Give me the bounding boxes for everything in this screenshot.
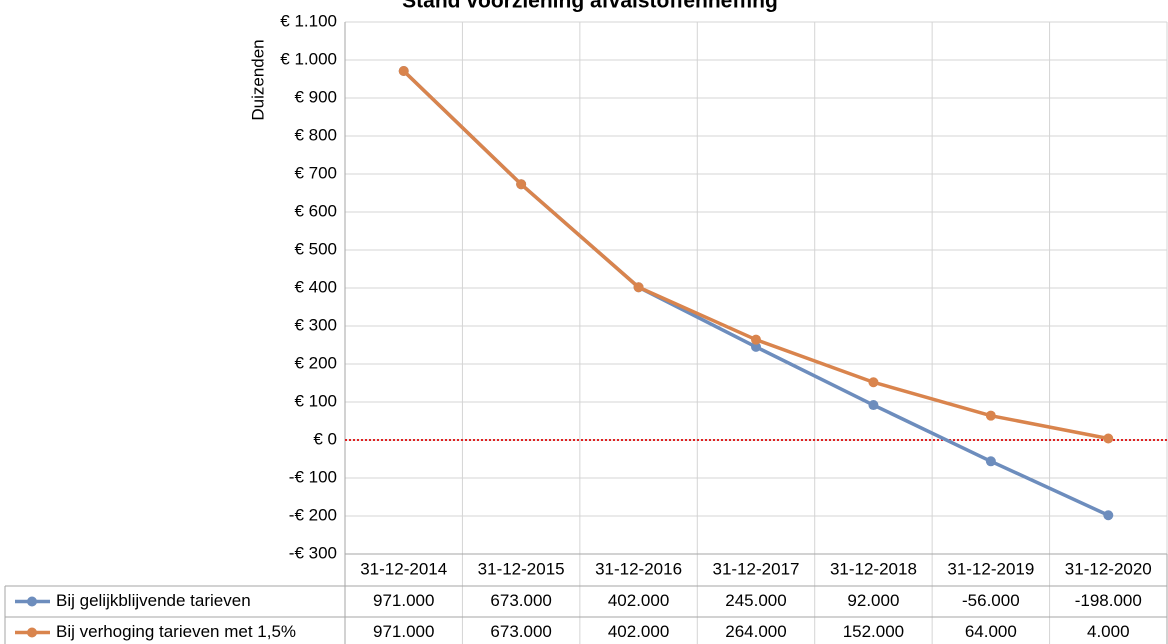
table-header: 31-12-2014 bbox=[360, 559, 447, 578]
data-point bbox=[751, 341, 761, 352]
series-line bbox=[402, 69, 1110, 517]
data-point bbox=[1103, 433, 1114, 444]
table-header: 31-12-2015 bbox=[478, 559, 565, 578]
table-value: 92.000 bbox=[847, 591, 899, 610]
legend-key-marker bbox=[27, 596, 37, 607]
table-value: 673.000 bbox=[490, 622, 551, 641]
table-value: 971.000 bbox=[373, 622, 434, 641]
y-tick-label: € 300 bbox=[294, 315, 337, 334]
data-point bbox=[633, 282, 644, 293]
y-tick-label: € 100 bbox=[294, 391, 337, 410]
table-header: 31-12-2019 bbox=[947, 559, 1034, 578]
data-point bbox=[985, 410, 996, 421]
table-header: 31-12-2017 bbox=[713, 559, 800, 578]
table-value: 402.000 bbox=[608, 591, 669, 610]
data-point bbox=[751, 334, 761, 345]
y-tick-label: € 900 bbox=[294, 87, 337, 106]
y-tick-label: € 500 bbox=[294, 239, 337, 258]
table-value: 245.000 bbox=[725, 591, 786, 610]
y-tick-label: -€ 300 bbox=[289, 543, 337, 562]
table-value: 673.000 bbox=[490, 591, 551, 610]
table-value: 264.000 bbox=[725, 622, 786, 641]
table-value: 152.000 bbox=[843, 622, 904, 641]
y-tick-label: € 1.100 bbox=[280, 11, 337, 30]
y-tick-label: € 400 bbox=[294, 277, 337, 296]
table-value: -198.000 bbox=[1075, 591, 1142, 610]
table-value: 64.000 bbox=[965, 622, 1017, 641]
data-point bbox=[985, 456, 996, 467]
y-axis-label: Duizenden bbox=[248, 39, 267, 120]
legend-key-marker bbox=[27, 627, 37, 638]
table-header: 31-12-2016 bbox=[595, 559, 682, 578]
table-value: 402.000 bbox=[608, 622, 669, 641]
data-point bbox=[868, 400, 879, 411]
y-tick-label: -€ 100 bbox=[289, 467, 337, 486]
y-tick-label: € 0 bbox=[313, 429, 337, 448]
data-point bbox=[868, 377, 879, 388]
legend-label: Bij verhoging tarieven met 1,5% bbox=[56, 622, 296, 641]
data-point bbox=[516, 179, 527, 190]
table-value: -56.000 bbox=[962, 591, 1020, 610]
y-tick-label: € 1.000 bbox=[280, 49, 337, 68]
y-tick-label: € 200 bbox=[294, 353, 337, 372]
y-tick-label: € 700 bbox=[294, 163, 337, 182]
y-tick-label: -€ 200 bbox=[289, 505, 337, 524]
series-line bbox=[402, 69, 1109, 441]
legend-label: Bij gelijkblijvende tarieven bbox=[56, 591, 251, 610]
table-value: 4.000 bbox=[1087, 622, 1130, 641]
data-point bbox=[398, 66, 409, 77]
data-point bbox=[1103, 510, 1114, 521]
y-tick-label: € 600 bbox=[294, 201, 337, 220]
table-header: 31-12-2020 bbox=[1065, 559, 1152, 578]
table-header: 31-12-2018 bbox=[830, 559, 917, 578]
chart-title: Stand voorziening afvalstoffenheffing bbox=[402, 0, 778, 13]
table-value: 971.000 bbox=[373, 591, 434, 610]
y-tick-label: € 800 bbox=[294, 125, 337, 144]
